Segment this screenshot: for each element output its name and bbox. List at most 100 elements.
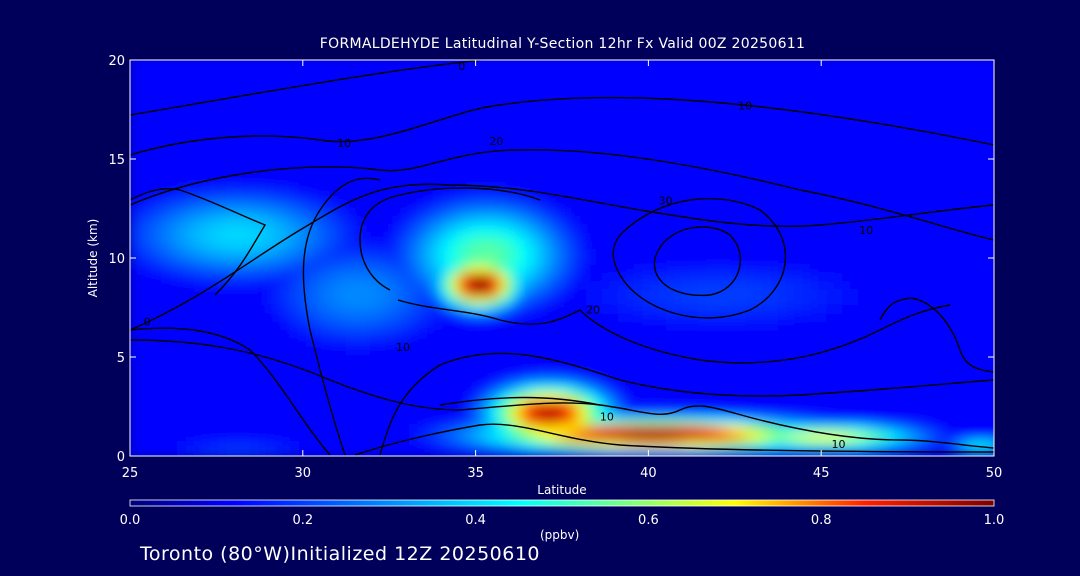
field-cell — [346, 128, 355, 137]
field-cell — [634, 312, 643, 321]
field-cell — [786, 304, 795, 313]
field-cell — [850, 288, 859, 297]
field-cell — [570, 128, 579, 137]
field-cell — [802, 200, 811, 209]
field-cell — [338, 296, 347, 305]
field-cell — [170, 320, 179, 329]
field-cell — [210, 400, 219, 409]
field-cell — [722, 408, 731, 417]
field-cell — [474, 120, 483, 129]
field-cell — [794, 120, 803, 129]
field-cell — [514, 376, 523, 385]
field-cell — [610, 408, 619, 417]
field-cell — [690, 320, 699, 329]
field-cell — [770, 272, 779, 281]
field-cell — [154, 60, 163, 65]
field-cell — [258, 144, 267, 153]
field-cell — [218, 120, 227, 129]
field-cell — [194, 400, 203, 409]
field-cell — [426, 384, 435, 393]
field-cell — [314, 448, 323, 456]
field-cell — [722, 368, 731, 377]
field-cell — [498, 344, 507, 353]
field-cell — [178, 264, 187, 273]
field-cell — [226, 224, 235, 233]
field-cell — [466, 320, 475, 329]
field-cell — [210, 320, 219, 329]
field-cell — [170, 112, 179, 121]
field-cell — [378, 448, 387, 456]
field-cell — [618, 296, 627, 305]
field-cell — [130, 360, 139, 369]
field-cell — [602, 176, 611, 185]
field-cell — [738, 192, 747, 201]
field-cell — [562, 400, 571, 409]
field-cell — [346, 392, 355, 401]
field-cell — [826, 80, 835, 89]
field-cell — [682, 440, 691, 449]
field-cell — [602, 328, 611, 337]
field-cell — [682, 384, 691, 393]
field-cell — [898, 280, 907, 289]
field-cell — [754, 64, 763, 73]
field-cell — [858, 368, 867, 377]
field-cell — [314, 344, 323, 353]
field-cell — [330, 336, 339, 345]
field-cell — [522, 392, 531, 401]
field-cell — [578, 392, 587, 401]
field-cell — [322, 80, 331, 89]
field-cell — [202, 200, 211, 209]
field-cell — [586, 368, 595, 377]
field-cell — [210, 256, 219, 265]
field-cell — [650, 344, 659, 353]
field-cell — [354, 312, 363, 321]
field-cell — [322, 352, 331, 361]
field-cell — [298, 320, 307, 329]
field-cell — [218, 88, 227, 97]
field-cell — [498, 440, 507, 449]
field-cell — [682, 368, 691, 377]
field-cell — [858, 208, 867, 217]
field-cell — [586, 152, 595, 161]
field-cell — [810, 336, 819, 345]
field-cell — [402, 432, 411, 441]
field-cell — [746, 120, 755, 129]
field-cell — [818, 256, 827, 265]
field-cell — [850, 336, 859, 345]
field-cell — [298, 112, 307, 121]
field-cell — [914, 336, 923, 345]
field-cell — [786, 384, 795, 393]
field-cell — [298, 64, 307, 73]
field-cell — [658, 216, 667, 225]
field-cell — [450, 400, 459, 409]
field-cell — [490, 344, 499, 353]
field-cell — [890, 160, 899, 169]
field-cell — [562, 64, 571, 73]
field-cell — [410, 136, 419, 145]
field-cell — [866, 440, 875, 449]
field-cell — [802, 152, 811, 161]
field-cell — [554, 64, 563, 73]
field-cell — [394, 224, 403, 233]
field-cell — [194, 256, 203, 265]
field-cell — [906, 384, 915, 393]
field-cell — [490, 432, 499, 441]
field-cell — [498, 368, 507, 377]
field-cell — [354, 368, 363, 377]
field-cell — [706, 360, 715, 369]
field-cell — [370, 344, 379, 353]
field-cell — [706, 120, 715, 129]
field-cell — [234, 120, 243, 129]
field-cell — [426, 376, 435, 385]
field-cell — [498, 320, 507, 329]
field-cell — [674, 232, 683, 241]
field-cell — [722, 320, 731, 329]
field-cell — [202, 288, 211, 297]
field-cell — [866, 320, 875, 329]
field-cell — [610, 60, 619, 65]
field-cell — [498, 96, 507, 105]
field-cell — [874, 224, 883, 233]
field-cell — [506, 232, 515, 241]
field-cell — [306, 248, 315, 257]
field-cell — [778, 88, 787, 97]
